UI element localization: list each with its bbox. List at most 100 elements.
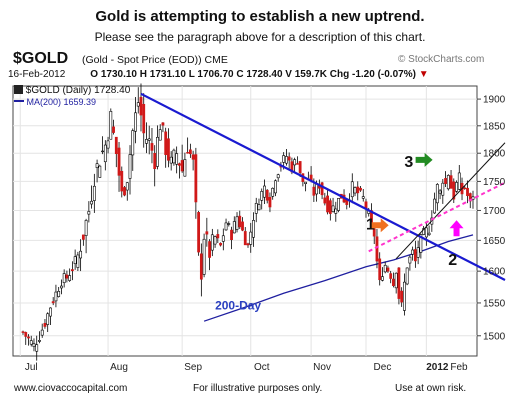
candle	[172, 148, 176, 166]
candle	[337, 198, 340, 213]
candle	[435, 183, 439, 211]
footer-disclaimer: For illustrative purposes only.	[193, 383, 323, 394]
candle	[40, 323, 44, 338]
candle-body-up	[49, 307, 52, 317]
high-value: H 1731.10	[139, 69, 186, 80]
candle-body-up	[109, 111, 113, 140]
candle	[142, 93, 146, 148]
candle-body-up	[435, 184, 439, 204]
candle-body-down	[243, 231, 247, 246]
candle	[265, 189, 269, 204]
candle-body-up	[274, 180, 277, 194]
candle	[180, 144, 184, 173]
candle	[65, 270, 69, 283]
candle-body-up	[471, 196, 475, 200]
candle-body-up	[76, 254, 80, 268]
y-tick-label: 1600	[483, 267, 506, 278]
candle	[70, 261, 74, 281]
candle-body-down	[51, 301, 55, 304]
y-tick-label: 1650	[483, 236, 506, 247]
candle-body-up	[62, 273, 66, 283]
candle	[457, 165, 461, 190]
candle-body-down	[241, 221, 244, 231]
candle	[455, 180, 458, 193]
close-value: C 1728.40	[236, 69, 283, 80]
candle-body-down	[197, 212, 201, 253]
candle	[219, 242, 222, 247]
candle-body-up	[438, 190, 442, 194]
candle	[150, 127, 154, 164]
magenta-arrow	[449, 220, 464, 237]
x-axis-ticks: Jul Aug Sep Oct Nov Dec 2012 Feb	[25, 362, 468, 373]
candle-body-up	[257, 204, 261, 211]
y-axis-ticks: 1500 1550 1600 1650 1700 1750 1800 1850 1900	[477, 95, 506, 342]
candle	[79, 239, 83, 272]
candle	[194, 147, 198, 219]
candle-body-up	[427, 232, 431, 236]
candle-body-down	[164, 131, 168, 155]
candle	[161, 122, 165, 133]
candle	[386, 265, 390, 273]
candle-body-up	[457, 172, 461, 190]
candle	[106, 136, 110, 154]
ohlc-readout: 16-Feb-2012 O 1730.10 H 1731.10 L 1706.7…	[8, 69, 513, 80]
candle-body-up	[232, 221, 236, 234]
candle-body-down	[356, 186, 360, 194]
candle-body-down	[444, 178, 447, 184]
ma200-series	[203, 234, 474, 322]
open-value: O 1730.10	[90, 69, 137, 80]
candle	[92, 173, 96, 213]
candle	[274, 179, 277, 197]
symbol-description: (Gold - Spot Price (EOD)) CME	[82, 54, 228, 66]
candle	[383, 261, 387, 274]
candle	[35, 335, 39, 361]
candle-body-down	[150, 143, 154, 151]
candle	[452, 178, 456, 204]
candle	[433, 192, 436, 214]
candle	[285, 148, 288, 166]
candle-body-down	[194, 154, 198, 203]
candle	[238, 210, 242, 229]
candle	[254, 197, 258, 223]
candle-body-up	[361, 196, 365, 199]
candle	[197, 210, 201, 256]
candle-body-down	[70, 269, 74, 272]
candle-body-up	[128, 154, 132, 179]
candle	[29, 335, 33, 347]
candle	[131, 128, 135, 171]
candle-body-up	[145, 139, 148, 144]
candle	[403, 273, 406, 316]
candle	[125, 182, 129, 201]
candle-body-up	[337, 198, 340, 211]
candle-body-down	[139, 96, 143, 116]
candle	[353, 186, 357, 197]
candle	[208, 239, 211, 271]
candle-body-down	[298, 161, 302, 173]
candle	[375, 228, 379, 269]
candle-body-up	[175, 153, 179, 165]
annotation-label-1: 1	[366, 216, 375, 233]
candle	[145, 122, 148, 154]
candle-body-down	[238, 215, 242, 228]
y-tick-label: 1850	[483, 121, 506, 132]
candle	[260, 188, 264, 210]
x-tick-label: Aug	[110, 362, 128, 373]
candle-body-down	[389, 273, 393, 279]
candle	[422, 226, 426, 236]
candle-body-down	[295, 163, 299, 165]
y-tick-label: 1750	[483, 177, 506, 188]
candle	[84, 218, 88, 254]
candle	[73, 249, 77, 270]
candle-body-down	[400, 290, 404, 303]
candle	[202, 233, 206, 278]
candle	[224, 218, 228, 231]
candle	[413, 240, 417, 268]
candle-body-down	[142, 103, 146, 134]
candle-body-down	[328, 200, 332, 214]
ma200-annotation: 200-Day	[215, 298, 261, 312]
candle	[21, 330, 25, 335]
annotation-label-3: 3	[404, 154, 413, 171]
candle-body-down	[359, 187, 362, 191]
candle	[32, 338, 36, 352]
candle	[271, 187, 275, 200]
